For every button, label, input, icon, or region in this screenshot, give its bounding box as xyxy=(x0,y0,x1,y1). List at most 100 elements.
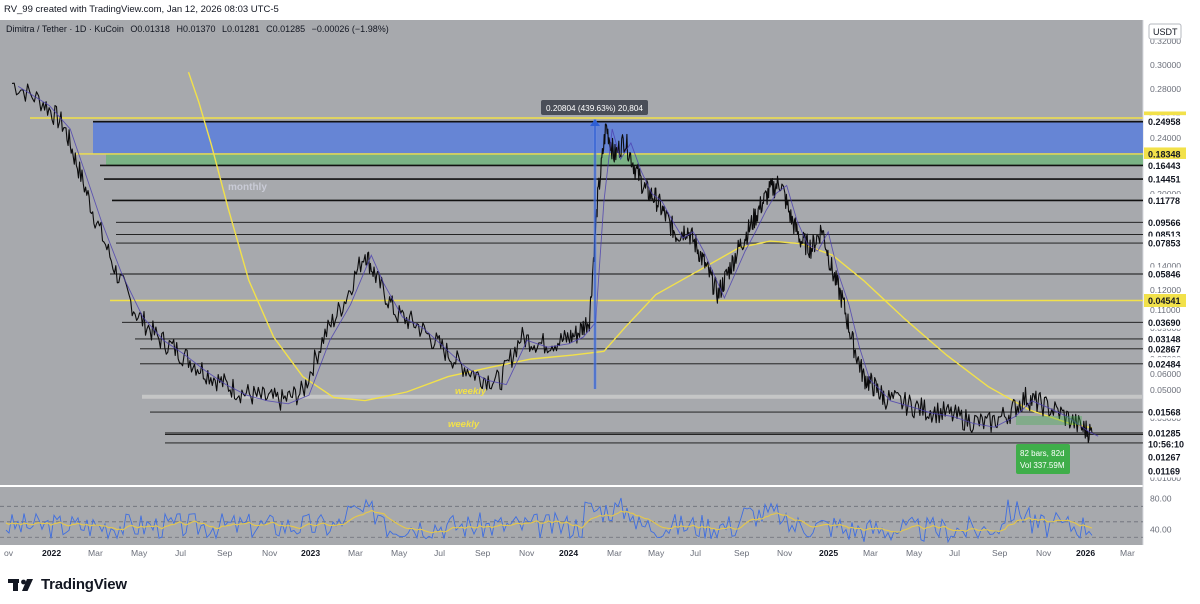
price-tag-box-3 xyxy=(1144,158,1186,172)
rsi-layer xyxy=(0,497,1143,544)
zone-1 xyxy=(106,153,1143,166)
price-tag-label-4: 0.14451 xyxy=(1148,175,1181,185)
time-axis-tick: 2023 xyxy=(301,548,320,558)
rsi-axis-tick: 80.00 xyxy=(1150,494,1172,504)
time-axis-tick: Nov xyxy=(1036,548,1052,558)
legend-low: L0.01281 xyxy=(222,24,260,34)
price-tag-label-17: 10:56:10 xyxy=(1148,440,1184,450)
price-tag-box-14 xyxy=(1144,357,1186,371)
price-tag-box-5 xyxy=(1144,193,1186,207)
price-axis-tick: 0.32000 xyxy=(1150,36,1181,46)
legend-close: C0.01285 xyxy=(266,24,305,34)
footer: TradingView xyxy=(0,570,1200,604)
price-series-layer xyxy=(11,82,1099,444)
time-axis-tick: May xyxy=(906,548,923,558)
time-axis-tick: Jul xyxy=(175,548,186,558)
price-tag-label-11: 0.03690 xyxy=(1148,318,1181,328)
price-tag-label-1: 0.24958 xyxy=(1148,117,1181,127)
time-axis-tick: Mar xyxy=(607,548,622,558)
tradingview-logo-text: TradingView xyxy=(41,576,127,593)
main-pane-background[interactable] xyxy=(0,20,1143,485)
time-axis-tick: May xyxy=(648,548,665,558)
time-axis-tick: ov xyxy=(4,548,14,558)
rsi-ma-line xyxy=(5,509,1093,534)
price-tag-box-19 xyxy=(1144,464,1186,478)
time-axis-tick: 2022 xyxy=(42,548,61,558)
chart-frame[interactable]: monthly weekly weekly 0.20804 (439.63%) 20,… xyxy=(0,20,1200,570)
price-axis-tick: 0.01000 xyxy=(1150,473,1181,483)
currency-label[interactable]: USDT xyxy=(1153,27,1178,37)
price-tag-label-10: 0.04541 xyxy=(1148,296,1181,306)
price-tag-label-12: 0.03148 xyxy=(1148,334,1181,344)
legend-pair[interactable]: Dimitra / Tether · 1D · KuCoin xyxy=(6,24,124,34)
time-axis-tick: Jul xyxy=(434,548,445,558)
time-axis-background[interactable] xyxy=(0,545,1143,570)
price-axis-tick: 0.24000 xyxy=(1150,133,1181,143)
measure-label-box xyxy=(541,100,648,115)
price-tag-label-13: 0.02867 xyxy=(1148,344,1181,354)
price-tag-label-18: 0.01267 xyxy=(1148,453,1181,463)
legend-open: O0.01318 xyxy=(130,24,170,34)
price-tag-label-9: 0.05846 xyxy=(1148,269,1181,279)
bars-label-line2: Vol 337.59M xyxy=(1020,461,1065,470)
moving-average-layer xyxy=(187,71,1093,429)
price-tag-label-14: 0.02484 xyxy=(1148,359,1181,369)
price-tag-label-7: 0.08513 xyxy=(1148,230,1181,240)
price-tag-box-4 xyxy=(1144,172,1186,186)
price-tag-box-8 xyxy=(1144,236,1186,250)
rsi-axis-tick: 40.00 xyxy=(1150,525,1172,535)
price-tag-box-16 xyxy=(1144,426,1186,440)
price-tag-box-10 xyxy=(1144,294,1186,308)
ma-line xyxy=(187,71,1093,429)
time-axis-tick: Sep xyxy=(475,548,491,558)
time-axis-tick: Mar xyxy=(348,548,363,558)
top-bar: RV_99 created with TradingView.com, Jan … xyxy=(0,0,1200,20)
short-ma-line xyxy=(17,86,1099,437)
price-tag-box-2 xyxy=(1144,147,1186,161)
time-axis-tick: 2025 xyxy=(819,548,838,558)
price-axis-tick: 0.28000 xyxy=(1150,84,1181,94)
zones-layer xyxy=(93,121,1143,166)
time-axis-tick: Mar xyxy=(1120,548,1135,558)
price-tag-label-2: 0.18348 xyxy=(1148,149,1181,159)
bars-label-line1: 82 bars, 82d xyxy=(1020,449,1064,458)
tradingview-logo[interactable]: TradingView xyxy=(8,576,127,593)
legend-high: H0.01370 xyxy=(176,24,215,34)
price-axis-tick: 0.11000 xyxy=(1150,305,1181,315)
time-axis-tick: Jul xyxy=(690,548,701,558)
price-axis-tick: 0.12000 xyxy=(1150,285,1181,295)
symbol-legend[interactable]: Dimitra / Tether · 1D · KuCoin O0.01318 … xyxy=(6,24,389,34)
price-tag-label-8: 0.07853 xyxy=(1148,239,1181,249)
rsi-pane-background[interactable] xyxy=(0,487,1143,545)
time-axis-tick: Sep xyxy=(734,548,750,558)
price-tag-box-13 xyxy=(1144,342,1186,356)
weekly-band xyxy=(142,394,1142,399)
tradingview-chart[interactable]: monthly weekly weekly 0.20804 (439.63%) 20,… xyxy=(0,20,1200,570)
currency-button[interactable] xyxy=(1148,23,1182,40)
bars-range-area xyxy=(1016,416,1082,425)
price-tag-label-15: 0.01568 xyxy=(1148,408,1181,418)
price-tag-label-6: 0.09566 xyxy=(1148,218,1181,228)
price-tag-label-16: 0.01285 xyxy=(1148,429,1181,439)
time-axis[interactable]: ov 2022 Mar May Jul Sep Nov 2023 Mar May Jul Sep Nov… xyxy=(4,548,1135,558)
measure-arrow-head xyxy=(590,119,600,126)
price-axis-tick: 0.06000 xyxy=(1150,369,1181,379)
time-axis-tick: Jul xyxy=(949,548,960,558)
time-axis-tick: May xyxy=(131,548,148,558)
annotations-layer: monthly weekly weekly 0.20804 (439.63%) 20,… xyxy=(228,100,1082,474)
time-axis-tick: Nov xyxy=(777,548,793,558)
price-tag-box-6 xyxy=(1144,215,1186,229)
monthly-label: monthly xyxy=(228,182,267,193)
rsi-line xyxy=(5,497,1093,544)
price-axis-tick: 0.14000 xyxy=(1150,261,1181,271)
measure-label: 0.20804 (439.63%) 20,804 xyxy=(546,104,643,113)
legend-change: −0.00026 (−1.98%) xyxy=(312,24,389,34)
bars-label-box xyxy=(1016,444,1070,474)
price-axis-tick: 0.05000 xyxy=(1150,385,1181,395)
time-axis-tick: Mar xyxy=(863,548,878,558)
time-axis-tick: Sep xyxy=(992,548,1008,558)
time-axis-tick: Mar xyxy=(88,548,103,558)
price-axis[interactable]: 0.320000.300000.280000.240000.220000.200… xyxy=(1144,36,1186,535)
price-tag-label-5: 0.11778 xyxy=(1148,196,1180,206)
price-tag-label-3: 0.16443 xyxy=(1148,161,1181,171)
